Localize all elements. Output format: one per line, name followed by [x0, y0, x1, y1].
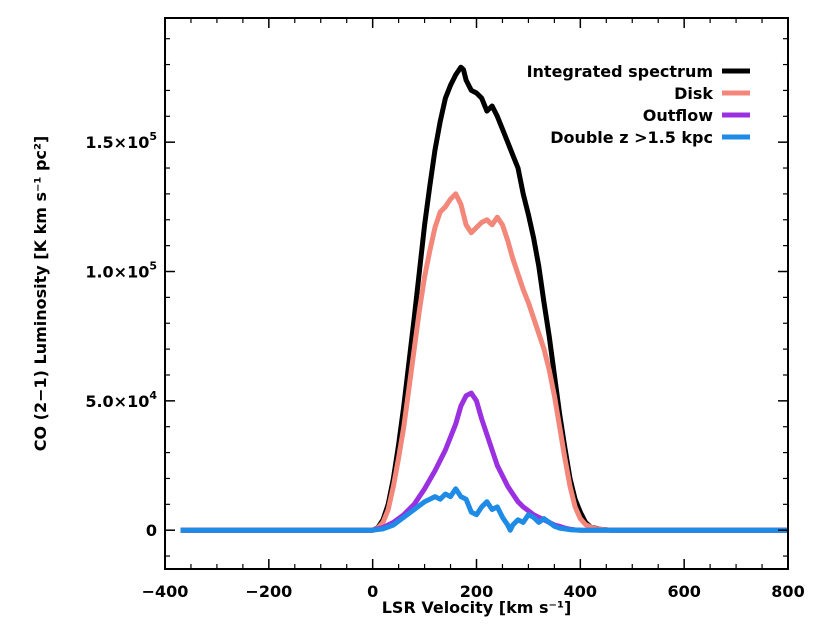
x-tick-label: 200: [460, 582, 493, 601]
y-axis-label: CO (2−1) Luminosity [K km s⁻¹ pc²]: [31, 136, 50, 452]
legend-label: Outflow: [643, 106, 713, 125]
x-tick-label: −200: [245, 582, 292, 601]
y-axis: 0 5.0×104 1.0×105 1.5×105: [85, 38, 788, 557]
y-tick-label: 0: [146, 521, 157, 540]
legend: Integrated spectrum Disk Outflow Double z >…: [527, 62, 750, 147]
x-axis-label: LSR Velocity [km s⁻¹]: [382, 598, 572, 617]
y-tick-label: 1.5×105: [85, 130, 157, 152]
y-tick-label: 5.0×104: [85, 389, 157, 411]
x-axis: −400 −200 0 200 400 600 800: [142, 18, 805, 601]
series-line-disk: [180, 191, 788, 533]
x-tick-label: 400: [564, 582, 597, 601]
legend-label: Double z >1.5 kpc: [550, 128, 713, 147]
x-tick-label: 800: [771, 582, 804, 601]
series-line-outflow: [180, 390, 788, 533]
legend-label: Integrated spectrum: [527, 62, 713, 81]
x-tick-label: 0: [367, 582, 378, 601]
x-tick-label: 600: [667, 582, 700, 601]
y-tick-label: 1.0×105: [85, 260, 157, 282]
legend-label: Disk: [674, 84, 713, 103]
plot-frame: [164, 17, 789, 570]
series-line-double-z-1-5-kpc: [180, 486, 788, 533]
plot-area: [180, 64, 788, 533]
x-tick-label: −400: [142, 582, 189, 601]
